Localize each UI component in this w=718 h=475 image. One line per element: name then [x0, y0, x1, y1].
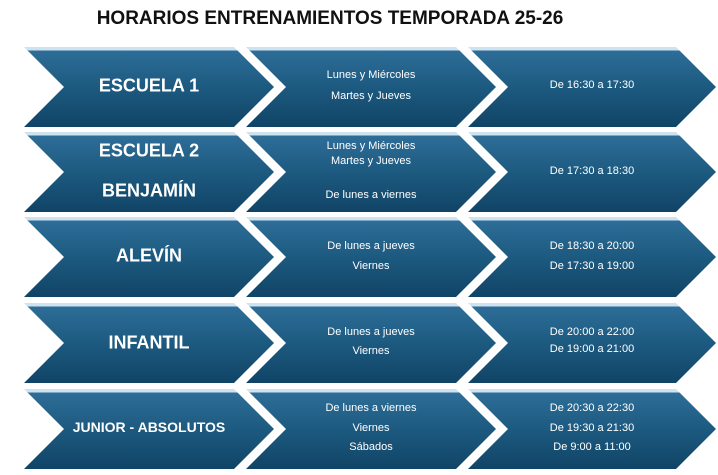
- days-label: Viernes: [352, 260, 390, 272]
- group-label: BENJAMÍN: [101, 180, 196, 201]
- group-chevron: JUNIOR - ABSOLUTOS: [24, 389, 274, 469]
- days-label: Lunes y Miércoles: [326, 69, 416, 81]
- group-chevron: INFANTIL: [24, 303, 274, 383]
- time-label: De 20:00 a 22:00: [549, 326, 635, 338]
- time-label: De 19:00 a 21:00: [549, 343, 635, 355]
- time-label: De 18:30 a 20:00: [549, 240, 635, 252]
- days-label: Viernes: [352, 345, 390, 357]
- days-label: De lunes a jueves: [327, 326, 415, 338]
- days-label: De lunes a jueves: [327, 240, 415, 252]
- times-chevron: De 17:30 a 18:30: [468, 132, 716, 212]
- group-label: INFANTIL: [108, 332, 190, 353]
- group-label: ESCUELA 2: [98, 140, 200, 161]
- group-chevron: ESCUELA 1: [24, 47, 274, 127]
- days-label: Viernes: [352, 422, 390, 434]
- days-label: Sábados: [349, 441, 393, 453]
- group-label: ESCUELA 1: [98, 75, 200, 96]
- days-chevron: De lunes a jueves Viernes: [246, 217, 496, 297]
- times-chevron: De 18:30 a 20:00 De 17:30 a 19:00: [468, 217, 716, 297]
- group-label: JUNIOR - ABSOLUTOS: [72, 419, 226, 435]
- group-chevron: ESCUELA 2 BENJAMÍN: [24, 132, 274, 212]
- time-label: De 9:00 a 11:00: [553, 441, 631, 453]
- group-label: ALEVÍN: [115, 245, 182, 266]
- times-chevron: De 16:30 a 17:30: [468, 47, 716, 127]
- times-chevron: De 20:30 a 22:30 De 19:30 a 21:30 De 9:0…: [468, 389, 716, 469]
- time-label: De 16:30 a 17:30: [549, 79, 635, 91]
- time-label: De 17:30 a 18:30: [549, 165, 635, 177]
- days-chevron: De lunes a jueves Viernes: [246, 303, 496, 383]
- days-chevron: Lunes y Miércoles Martes y Jueves: [246, 47, 496, 127]
- days-label: De lunes a viernes: [325, 189, 417, 201]
- time-label: De 20:30 a 22:30: [549, 402, 635, 414]
- days-chevron: Lunes y Miércoles Martes y Jueves De lun…: [246, 132, 496, 212]
- times-chevron: De 20:00 a 22:00 De 19:00 a 21:00: [468, 303, 716, 383]
- time-label: De 17:30 a 19:00: [549, 260, 635, 272]
- days-label: De lunes a viernes: [325, 402, 417, 414]
- time-label: De 19:30 a 21:30: [549, 422, 635, 434]
- days-label: Martes y Jueves: [330, 155, 412, 167]
- page-title: HORARIOS ENTRENAMIENTOS TEMPORADA 25-26: [96, 8, 564, 29]
- days-label: Lunes y Miércoles: [326, 140, 416, 152]
- days-chevron: De lunes a viernes Viernes Sábados: [246, 389, 496, 469]
- group-chevron: ALEVÍN: [24, 217, 274, 297]
- days-label: Martes y Jueves: [330, 90, 412, 102]
